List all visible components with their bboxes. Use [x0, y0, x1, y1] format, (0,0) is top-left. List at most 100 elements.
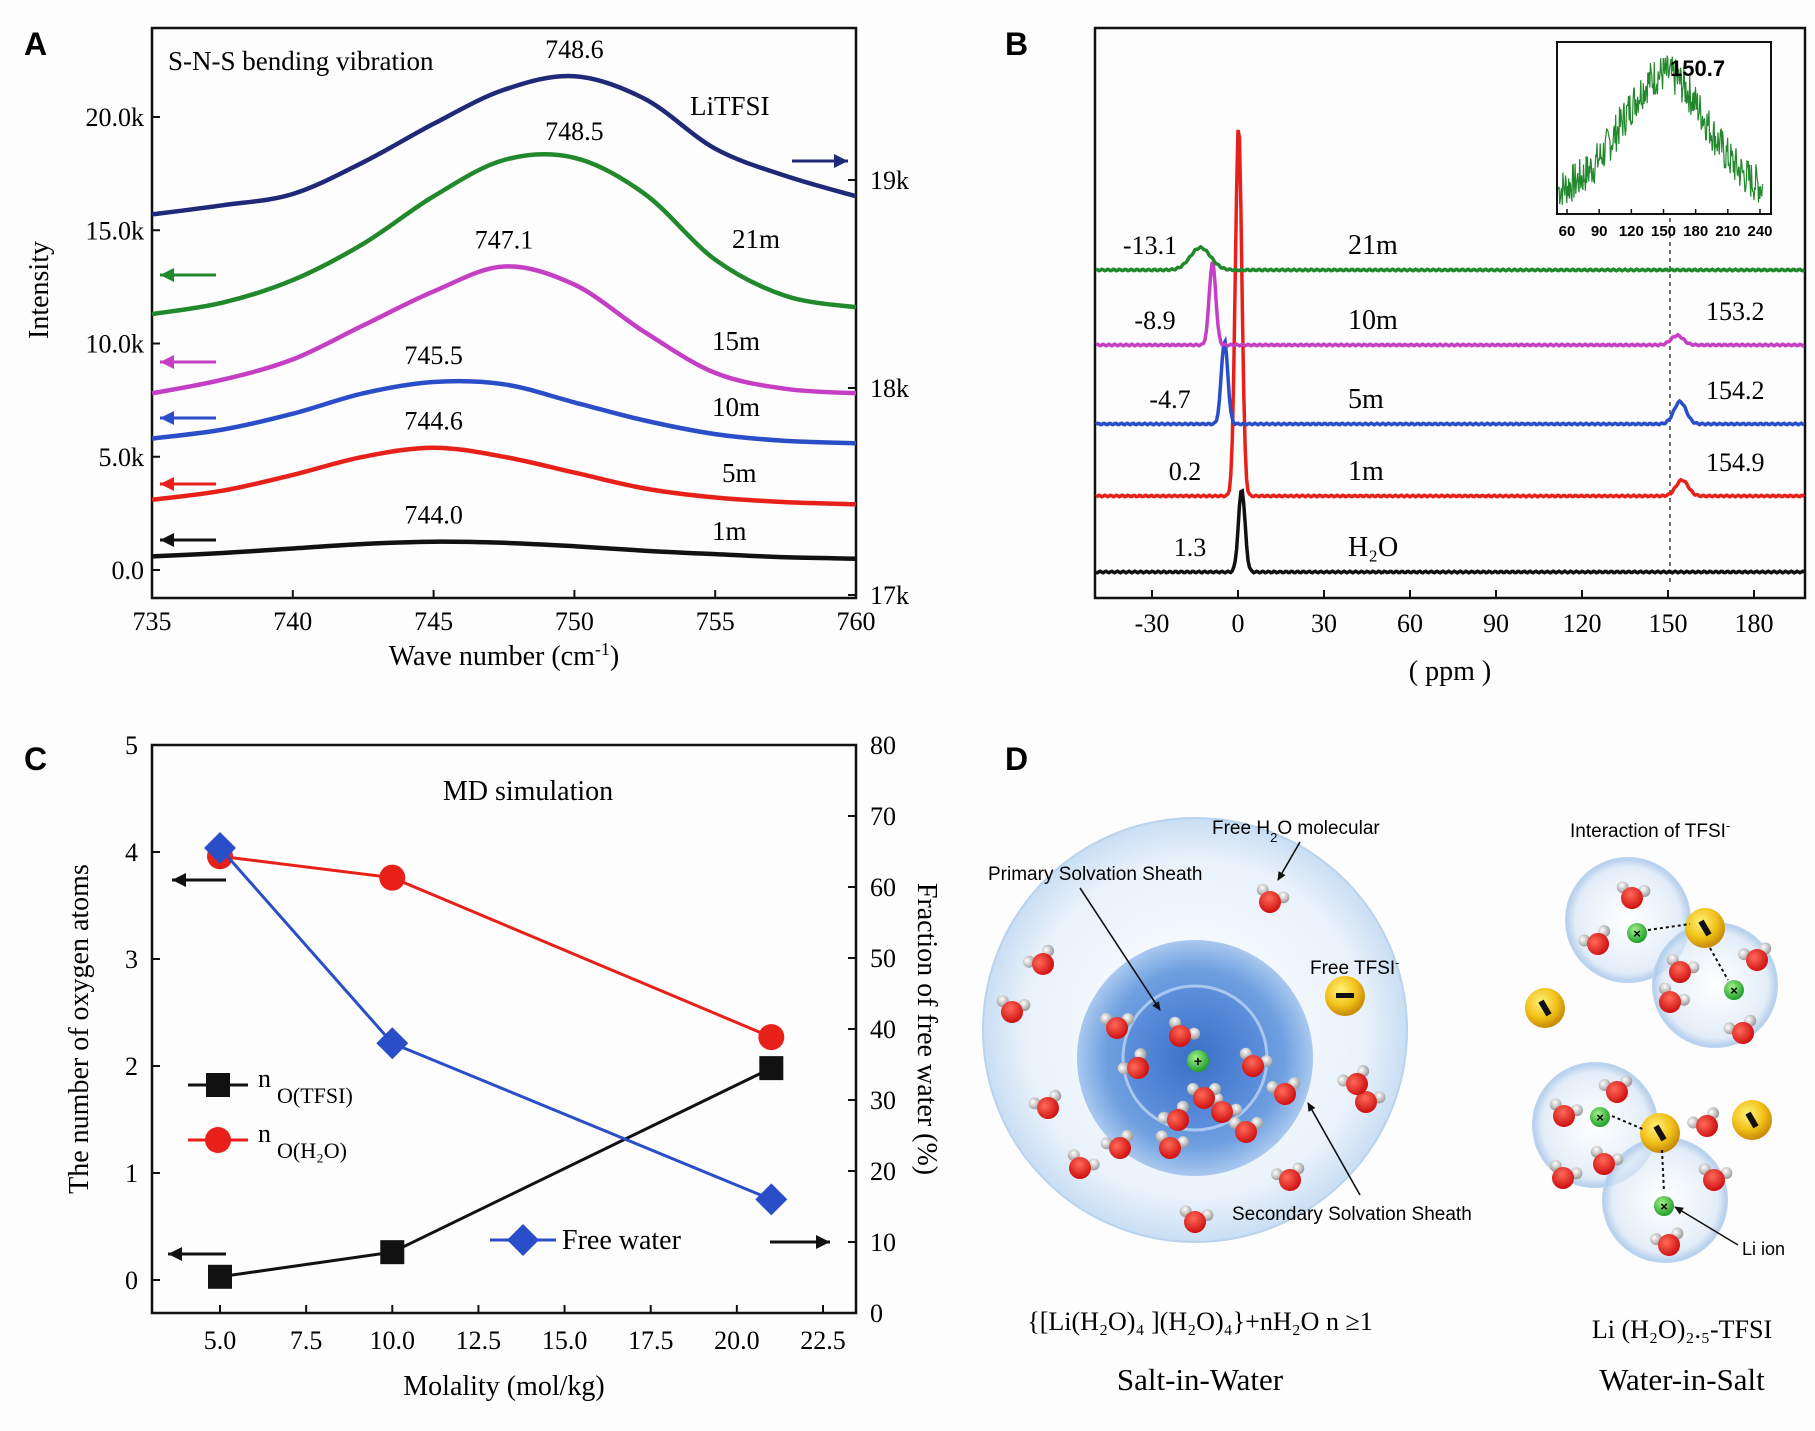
panel-a-y2tick-label: 17k [870, 581, 909, 610]
tfsi-minus-sign [1745, 1111, 1759, 1129]
panel-a-peak-label: 748.6 [545, 35, 604, 64]
panel-c-xtick-label: 17.5 [628, 1326, 674, 1355]
panel-c-legend-marker [206, 1073, 230, 1097]
panel-b-spectrum-0 [1095, 488, 1805, 575]
panel-a-xtick-label: 760 [837, 607, 876, 636]
panel-a-ytick-label: 15.0k [86, 216, 145, 245]
panel-c-y2tick-label: 50 [870, 944, 896, 973]
panel-b-inset-xtick: 120 [1619, 223, 1644, 240]
panel-a-xtick-label: 745 [414, 607, 453, 636]
panel-c-xtick-label: 22.5 [800, 1326, 846, 1355]
panel-c-left-axis-arrow-head [168, 1247, 182, 1261]
panel-b-xtick-label: 150 [1649, 609, 1688, 638]
panel-label-c: C [24, 741, 47, 777]
panel-c-y2tick-label: 40 [870, 1015, 896, 1044]
panel-a-peak-label: 747.1 [475, 225, 534, 254]
water-molecule [1100, 1013, 1134, 1039]
panel-b-shift-label: -13.1 [1123, 231, 1177, 260]
panel-b-side-peak-label: 153.2 [1706, 297, 1765, 326]
li-cation [1590, 1107, 1610, 1127]
tfsi-minus-sign [1653, 1124, 1667, 1142]
panel-a-series-label: 21m [732, 224, 780, 254]
panel-c-y2tick-label: 0 [870, 1299, 883, 1328]
panel-c-xtick-label: 5.0 [204, 1326, 237, 1355]
water-molecule [1187, 1083, 1221, 1109]
panel-b-shift-label: 0.2 [1169, 457, 1202, 486]
water-molecule [1598, 1075, 1633, 1103]
panel-c-legend-marker [507, 1224, 539, 1256]
panel-b-inset-xtick: 150 [1651, 223, 1676, 240]
panel-a-curve-1m [151, 539, 857, 561]
panel-b-xlabel: ( ppm ) [1409, 656, 1491, 687]
li-ion-pointer [1674, 1206, 1739, 1246]
panel-c-ytick-label: 4 [125, 838, 138, 867]
panel-a-ytick-label: 10.0k [86, 330, 145, 359]
panel-a-salt-label: LiTFSI [690, 91, 770, 121]
panel-b-series-label: 10m [1348, 305, 1398, 336]
panel-a-y2tick-label: 18k [870, 374, 909, 403]
panel-c-left-axis-arrow-head [172, 873, 186, 887]
panel-label-b: B [1005, 26, 1028, 62]
li-cation-sign: × [1660, 1199, 1668, 1214]
panel-c-md: MD simulation The number of oxygen atoms… [64, 731, 942, 1402]
water-molecule [1698, 1163, 1733, 1191]
ion-interaction [1647, 923, 1691, 931]
panel-a-axis-arrow-head [160, 533, 174, 547]
water-molecule [1337, 1065, 1370, 1095]
water-molecule [1266, 1077, 1301, 1105]
panel-c-point-2 [204, 831, 236, 864]
panel-a-ytick-label: 20.0k [86, 103, 145, 132]
panel-b-nmr: ( ppm ) -30 0 30 60 90 120 150 180 1.3 H₂O 0.2 1m 1… [1093, 26, 1807, 687]
water-molecule [1229, 1117, 1263, 1143]
panel-c-legend-label: nO(H₂O) [258, 1119, 347, 1163]
li-cation [1627, 923, 1647, 943]
li-cation-sign: × [1596, 1110, 1604, 1125]
water-molecule [1168, 1016, 1201, 1047]
li-cation-center [1187, 1050, 1209, 1072]
panel-c-xtick-label: 7.5 [290, 1326, 323, 1355]
free-h2o-pointer [1277, 841, 1301, 881]
water-molecule [1687, 1107, 1720, 1137]
panel-a-title: S-N-S bending vibration [168, 46, 434, 76]
panel-a-axis-arrow-head [160, 268, 174, 282]
panel-c-point-0 [208, 1264, 232, 1289]
panel-b-inset-xtick: 180 [1683, 223, 1708, 240]
panel-c-y2tick-label: 30 [870, 1086, 896, 1115]
panel-a-curve-10m [151, 378, 857, 446]
panel-label-a: A [24, 26, 47, 62]
panel-b-xtick-label: 180 [1735, 609, 1774, 638]
water-molecule [1067, 1149, 1100, 1179]
panel-a-series-label: 1m [712, 516, 747, 546]
panel-a-peak-label: 744.0 [404, 501, 463, 530]
panel-b-xtick-label: 120 [1563, 609, 1602, 638]
water-molecule [1100, 1129, 1134, 1159]
salt-in-water-formula: {[Li(H₂O)₄ ](H₂O)₄}+nH₂O n ≥1 [1027, 1307, 1372, 1336]
panel-b-spectrum-3 [1095, 261, 1805, 348]
panel-c-point-0 [380, 1240, 405, 1265]
panel-c-y2label: Fraction of free water (%) [911, 883, 942, 1175]
water-in-salt-formula: Li (H₂O)₂.₅-TFSI [1592, 1315, 1772, 1344]
water-molecule [1117, 1048, 1149, 1079]
panel-c-legend-marker [205, 1127, 231, 1153]
panel-b-shift-label: -8.9 [1134, 306, 1175, 335]
li-cation-sign: × [1633, 926, 1641, 941]
primary-sheath-label: Primary Solvation Sheath [988, 864, 1202, 885]
panel-a-peak-label: 745.5 [404, 341, 463, 370]
panel-c-point-2 [376, 1027, 409, 1060]
panel-c-y2tick-label: 10 [870, 1228, 896, 1257]
interaction-label: Interaction of TFSI- [1570, 818, 1730, 843]
water-molecule [1179, 1205, 1214, 1233]
panel-a-curve-5m [151, 445, 857, 507]
panel-a-peak-label: 744.6 [404, 407, 463, 436]
panel-b-series-label: 1m [1348, 456, 1384, 487]
secondary-sheath-label: Secondary Solvation Sheath [1232, 1204, 1472, 1225]
panel-a-curve-top [151, 73, 857, 217]
water-molecule [1578, 925, 1611, 955]
panel-label-d: D [1005, 741, 1028, 777]
ion-interaction [1661, 1149, 1665, 1193]
water-molecule [1549, 1098, 1583, 1127]
panel-c-xlabel: Molality (mol/kg) [403, 1371, 604, 1402]
panel-a-xtick-label: 740 [273, 607, 312, 636]
panel-b-inset-xtick: 240 [1747, 223, 1772, 240]
